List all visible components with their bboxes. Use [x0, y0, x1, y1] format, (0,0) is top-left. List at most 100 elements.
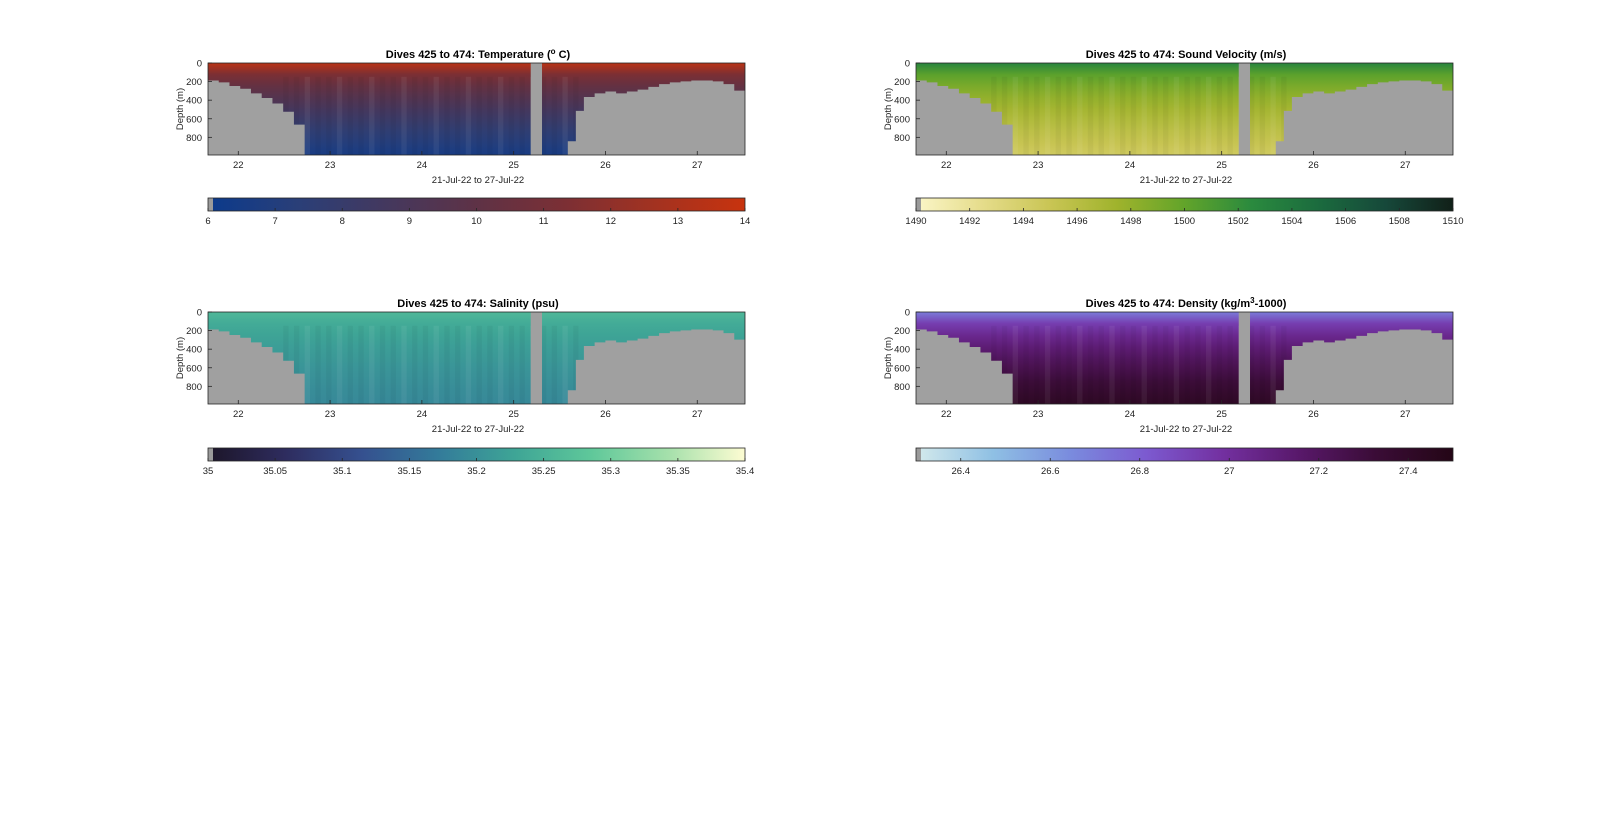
x-axis-label: 21-Jul-22 to 27-Jul-22 — [432, 424, 524, 435]
profile-texture — [347, 325, 353, 404]
profile-texture — [1248, 325, 1255, 404]
colorbar-nan-swatch — [916, 198, 921, 211]
profile-texture — [358, 325, 364, 404]
profile-texture — [1205, 325, 1212, 404]
y-axis-label: Depth (m) — [175, 88, 186, 130]
profile-texture — [315, 325, 321, 404]
panel-salinity: Dives 425 to 474: Salinity (psu) Depth (… — [175, 298, 754, 477]
y-tick-label: 0 — [905, 308, 910, 319]
profile-texture — [369, 325, 375, 404]
colorbar — [916, 448, 1453, 461]
profile-texture — [551, 325, 558, 404]
colorbar-tick-label: 8 — [340, 216, 345, 227]
x-tick-label: 23 — [1033, 160, 1044, 171]
colorbar-tick-label: 1508 — [1389, 216, 1410, 227]
profile-texture — [358, 76, 364, 155]
profile-texture — [1259, 76, 1266, 155]
profile-texture — [379, 76, 386, 155]
panel-title: Dives 425 to 474: Salinity (psu) — [397, 298, 559, 310]
profile-texture — [1130, 325, 1137, 404]
profile-texture — [304, 325, 311, 404]
profile-texture — [379, 325, 386, 404]
colorbar-tick-label: 35 — [203, 466, 214, 477]
profile-texture — [293, 325, 300, 404]
profile-texture — [487, 325, 493, 404]
profile-texture — [508, 76, 515, 155]
profile-texture — [1173, 76, 1180, 155]
profile-texture — [1184, 325, 1190, 404]
y-tick-label: 600 — [894, 363, 910, 374]
y-axis-label: Depth (m) — [883, 88, 894, 130]
profile-texture — [1163, 76, 1169, 155]
x-tick-label: 27 — [692, 160, 703, 171]
profile-texture — [401, 325, 407, 404]
colorbar-tick-label: 35.15 — [397, 466, 421, 477]
profile-texture — [562, 325, 568, 404]
profile-texture — [465, 325, 472, 404]
x-tick-label: 25 — [508, 409, 519, 420]
y-tick-label: 800 — [894, 133, 910, 144]
profile-texture — [390, 325, 396, 404]
profile-texture — [369, 76, 375, 155]
profile-texture — [540, 325, 547, 404]
colorbar-tick-label: 1500 — [1174, 216, 1195, 227]
profile-texture — [1055, 325, 1061, 404]
x-tick-label: 22 — [941, 409, 952, 420]
profile-texture — [1066, 325, 1072, 404]
profile-texture — [487, 76, 493, 155]
profile-texture — [1001, 76, 1008, 155]
colorbar-tick-label: 1498 — [1120, 216, 1141, 227]
profile-texture — [1173, 325, 1180, 404]
profile-texture — [540, 76, 547, 155]
y-tick-label: 800 — [894, 382, 910, 393]
panel-sound-velocity: Dives 425 to 474: Sound Velocity (m/s) D… — [883, 49, 1464, 227]
colorbar-tick-label: 27.2 — [1310, 466, 1329, 477]
profile-texture — [444, 325, 450, 404]
heatmap-area: 0 200 400 600 800 22 23 24 25 26 27 6 7 8 9 10 11 12 13 14 — [186, 59, 750, 228]
profile-texture — [1248, 76, 1255, 155]
colorbar-tick-label: 11 — [539, 216, 549, 227]
colorbar-tick-label: 35.1 — [333, 466, 352, 477]
colorbar-nan-swatch — [916, 448, 921, 461]
colorbar-tick-label: 14 — [740, 216, 751, 227]
panel-title: Dives 425 to 474: Temperature (o C) — [386, 47, 571, 62]
data-gap — [530, 312, 543, 404]
profile-texture — [551, 76, 558, 155]
profile-texture — [1163, 325, 1169, 404]
y-tick-label: 600 — [186, 114, 202, 125]
profile-texture — [304, 76, 311, 155]
colorbar-tick-label: 1496 — [1067, 216, 1088, 227]
colorbar-tick-label: 35.25 — [532, 466, 556, 477]
colorbar-tick-label: 7 — [272, 216, 277, 227]
y-tick-label: 600 — [186, 363, 202, 374]
profile-texture — [1152, 76, 1158, 155]
profile-texture — [1152, 325, 1158, 404]
profile-texture — [1141, 325, 1147, 404]
profile-texture — [497, 325, 504, 404]
profile-texture — [1098, 325, 1104, 404]
colorbar-frame — [915, 447, 1454, 462]
profile-texture — [293, 76, 300, 155]
x-tick-label: 26 — [1308, 160, 1319, 171]
colorbar-tick-label: 1510 — [1442, 216, 1463, 227]
panel-title: Dives 425 to 474: Sound Velocity (m/s) — [1086, 49, 1287, 61]
profile-texture — [1034, 76, 1040, 155]
profile-texture — [433, 76, 439, 155]
colorbar-tick-label: 12 — [605, 216, 616, 227]
x-tick-label: 25 — [1216, 409, 1227, 420]
profile-texture — [455, 325, 461, 404]
seabed-mask — [208, 80, 745, 155]
y-axis-label: Depth (m) — [175, 337, 186, 379]
profile-texture — [1216, 76, 1223, 155]
x-tick-label: 24 — [1125, 409, 1136, 420]
colorbar-nan-swatch — [208, 198, 213, 211]
profile-texture — [422, 325, 429, 404]
colorbar-tick-label: 27 — [1224, 466, 1235, 477]
profile-texture — [1184, 76, 1190, 155]
profile-texture — [390, 76, 396, 155]
profile-texture — [1120, 76, 1126, 155]
colorbar-tick-label: 1506 — [1335, 216, 1356, 227]
y-tick-label: 600 — [894, 114, 910, 125]
colorbar-tick-label: 35.05 — [263, 466, 287, 477]
profile-texture — [1087, 325, 1094, 404]
